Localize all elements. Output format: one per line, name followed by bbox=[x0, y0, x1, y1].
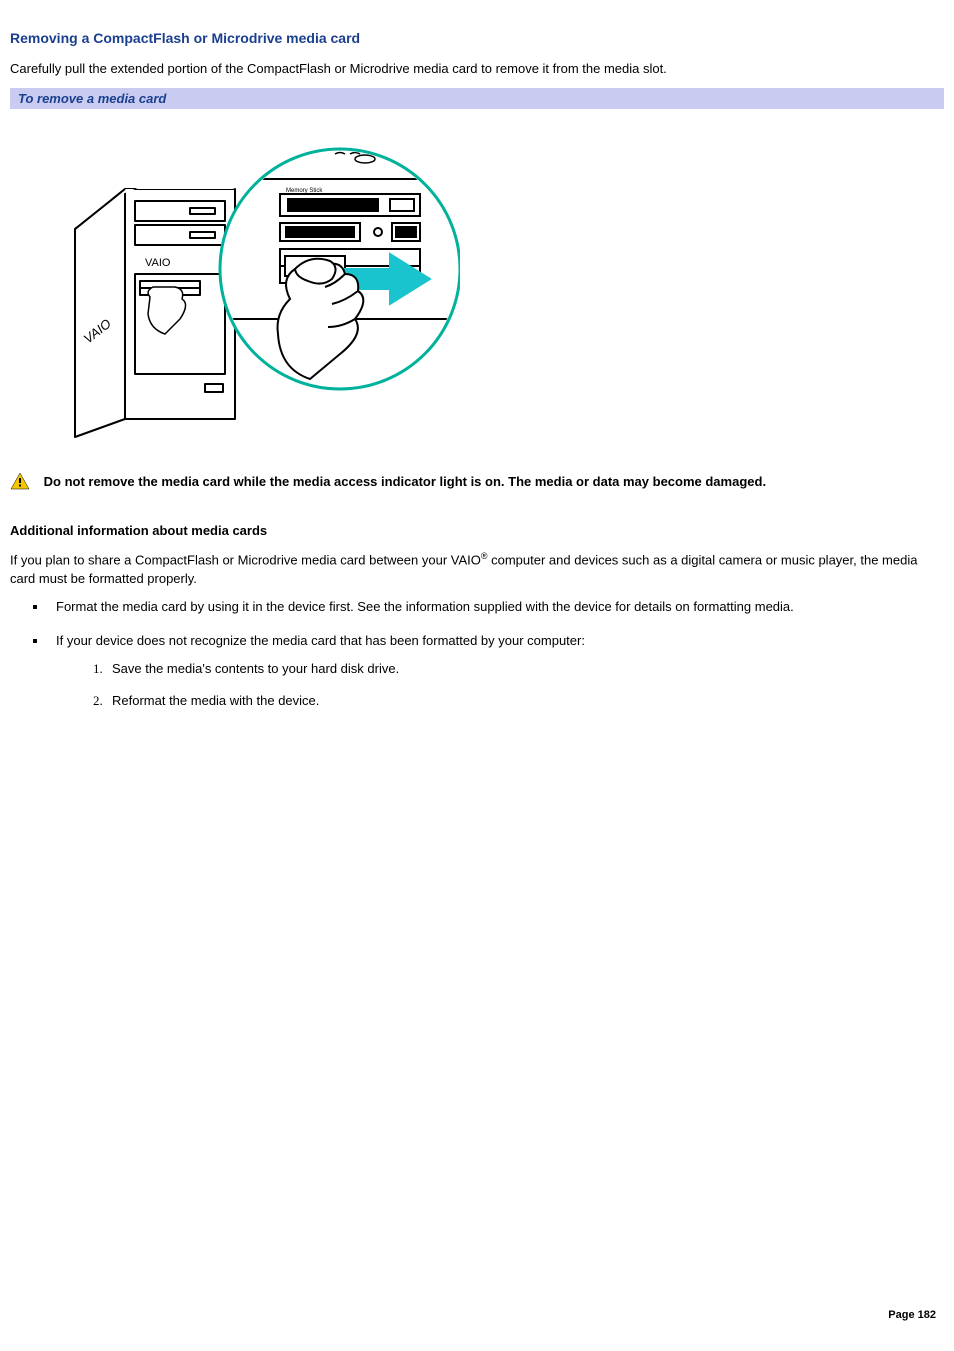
page-number: Page 182 bbox=[888, 1309, 936, 1321]
page-title: Removing a CompactFlash or Microdrive me… bbox=[10, 30, 944, 46]
step-text: Save the media's contents to your hard d… bbox=[112, 661, 399, 676]
section-bar: To remove a media card bbox=[10, 88, 944, 109]
svg-text:Memory Stick: Memory Stick bbox=[286, 188, 323, 194]
media-card-illustration: VAIO VAIO Memory Stick bbox=[30, 119, 944, 442]
list-item: If your device does not recognize the me… bbox=[48, 632, 944, 711]
list-item: Reformat the media with the device. bbox=[106, 692, 944, 710]
list-item: Format the media card by using it in the… bbox=[48, 598, 944, 616]
share-paragraph-pre: If you plan to share a CompactFlash or M… bbox=[10, 553, 481, 568]
bullet-list: Format the media card by using it in the… bbox=[10, 598, 944, 711]
warning-icon bbox=[10, 472, 30, 493]
intro-paragraph: Carefully pull the extended portion of t… bbox=[10, 60, 944, 78]
subheading: Additional information about media cards bbox=[10, 523, 944, 538]
registered-mark: ® bbox=[481, 551, 488, 561]
warning-block: Do not remove the media card while the m… bbox=[10, 472, 944, 493]
step-text: Reformat the media with the device. bbox=[112, 693, 319, 708]
list-item: Save the media's contents to your hard d… bbox=[106, 660, 944, 678]
list-item-text: If your device does not recognize the me… bbox=[56, 633, 585, 648]
svg-text:VAIO: VAIO bbox=[145, 257, 171, 269]
numbered-list: Save the media's contents to your hard d… bbox=[56, 660, 944, 710]
warning-text: Do not remove the media card while the m… bbox=[44, 474, 766, 489]
share-paragraph: If you plan to share a CompactFlash or M… bbox=[10, 550, 944, 588]
